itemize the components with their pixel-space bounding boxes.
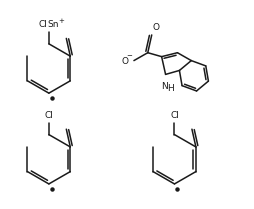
Text: Cl: Cl xyxy=(44,111,53,120)
Text: Cl: Cl xyxy=(38,20,47,29)
Text: O: O xyxy=(122,57,129,66)
Text: N: N xyxy=(161,82,168,91)
Text: Cl: Cl xyxy=(170,111,179,120)
Text: +: + xyxy=(59,18,65,24)
Text: Sn: Sn xyxy=(47,20,58,29)
Text: −: − xyxy=(126,53,132,59)
Text: O: O xyxy=(153,23,160,32)
Text: H: H xyxy=(167,84,174,93)
